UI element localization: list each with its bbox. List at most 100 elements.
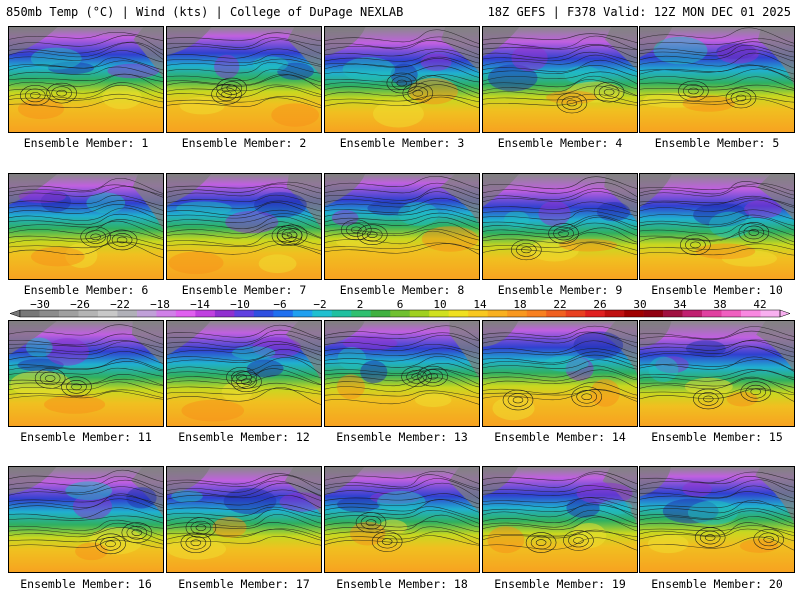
wind-contour: [483, 497, 637, 510]
wind-contour: [325, 377, 479, 395]
colorbar-tick-label: 2: [356, 298, 364, 311]
wind-contour: [167, 514, 321, 528]
temperature-anomaly: [398, 202, 439, 226]
wind-contour: [753, 529, 785, 550]
wind-contour: [9, 361, 163, 372]
land-mass: [757, 27, 794, 85]
temperature-anomaly: [695, 243, 756, 260]
ensemble-map-panel: [324, 26, 480, 133]
wind-contour: [525, 532, 557, 553]
colorbar-tick-label: 18: [513, 298, 527, 311]
wind-contour: [167, 216, 321, 230]
temperature-anomaly: [25, 337, 53, 358]
wind-contour: [325, 514, 479, 528]
wind-contour: [381, 538, 393, 545]
ensemble-map-panel: [166, 320, 322, 427]
wind-contour: [325, 212, 479, 223]
temperature-anomaly: [75, 542, 108, 561]
wind-contour: [640, 243, 794, 250]
wind-contour: [640, 229, 794, 242]
wind-contour: [116, 236, 128, 244]
wind-contour: [325, 526, 479, 540]
wind-contour: [9, 333, 163, 346]
wind-contour: [693, 388, 724, 410]
wind-contour: [325, 355, 479, 369]
wind-contour: [9, 469, 163, 482]
wind-contour: [61, 376, 92, 398]
temperature-anomaly: [538, 201, 571, 227]
wind-contour: [325, 535, 479, 546]
wind-contour: [9, 31, 163, 41]
wind-contour: [483, 99, 637, 106]
land-mass: [9, 27, 58, 55]
wind-contour: [167, 48, 321, 60]
wind-contour: [167, 341, 321, 353]
wind-contour: [483, 44, 637, 50]
temperature-map: [640, 467, 794, 572]
wind-contour: [167, 324, 321, 339]
wind-contour: [640, 89, 794, 98]
wind-contour: [483, 331, 637, 343]
wind-contour: [9, 241, 163, 258]
temperature-anomaly: [372, 100, 424, 128]
wind-contour: [90, 233, 101, 241]
wind-contour: [9, 324, 163, 339]
colorbar-tick-label: 38: [713, 298, 727, 311]
wind-contour: [221, 91, 232, 98]
colorbar-tick-label: 42: [753, 298, 767, 311]
wind-contour: [167, 221, 321, 238]
colorbar-segment: [546, 310, 566, 317]
temperature-anomaly: [744, 200, 782, 219]
wind-contour: [571, 386, 602, 408]
wind-contour: [80, 226, 111, 248]
wind-contour: [19, 85, 51, 106]
wind-contour: [483, 496, 637, 503]
wind-contour: [640, 476, 794, 488]
wind-contour: [483, 530, 637, 537]
colorbar-outline: [19, 309, 781, 318]
temperature-anomaly: [72, 493, 113, 520]
temperature-map: [9, 467, 163, 572]
wind-contour: [167, 522, 321, 535]
wind-contour: [556, 92, 588, 114]
wind-contour: [325, 482, 479, 499]
wind-contour: [46, 82, 77, 104]
temperature-anomaly: [546, 90, 597, 105]
temperature-anomaly: [271, 103, 320, 127]
panel-label: Ensemble Member: 6: [23, 283, 149, 297]
colorbar-segment: [682, 310, 703, 317]
wind-contour: [640, 485, 794, 499]
wind-contour: [640, 98, 794, 110]
wind-contour: [167, 74, 321, 90]
wind-contour: [71, 383, 82, 391]
wind-contour: [640, 84, 794, 91]
wind-contour: [167, 349, 321, 361]
temperature-anomaly: [420, 53, 452, 71]
wind-contour: [9, 507, 163, 519]
wind-contour: [325, 228, 479, 241]
wind-contour: [576, 389, 597, 404]
wind-contour: [9, 82, 163, 94]
wind-contour: [640, 471, 794, 483]
temperature-anomaly: [86, 192, 126, 214]
temperature-anomaly: [415, 393, 452, 408]
temperature-colorbar: [9, 298, 791, 318]
wind-contour: [167, 506, 321, 517]
wind-contour: [427, 372, 438, 380]
temperature-map: [483, 321, 637, 426]
wind-contour: [85, 230, 106, 244]
wind-contour: [211, 84, 242, 105]
wind-contour: [483, 208, 637, 217]
temperature-anomaly: [492, 396, 535, 421]
wind-contour: [29, 92, 41, 99]
temperature-anomaly: [682, 95, 735, 112]
temperature-map: [167, 27, 321, 132]
colorbar-segment: [409, 310, 430, 317]
wind-contour: [678, 80, 709, 102]
wind-contour: [9, 374, 163, 386]
wind-contour: [9, 66, 163, 79]
wind-contour: [167, 226, 321, 239]
wind-contour: [483, 375, 637, 389]
colorbar-arrow-left: [9, 309, 21, 318]
land-mass: [483, 27, 520, 57]
